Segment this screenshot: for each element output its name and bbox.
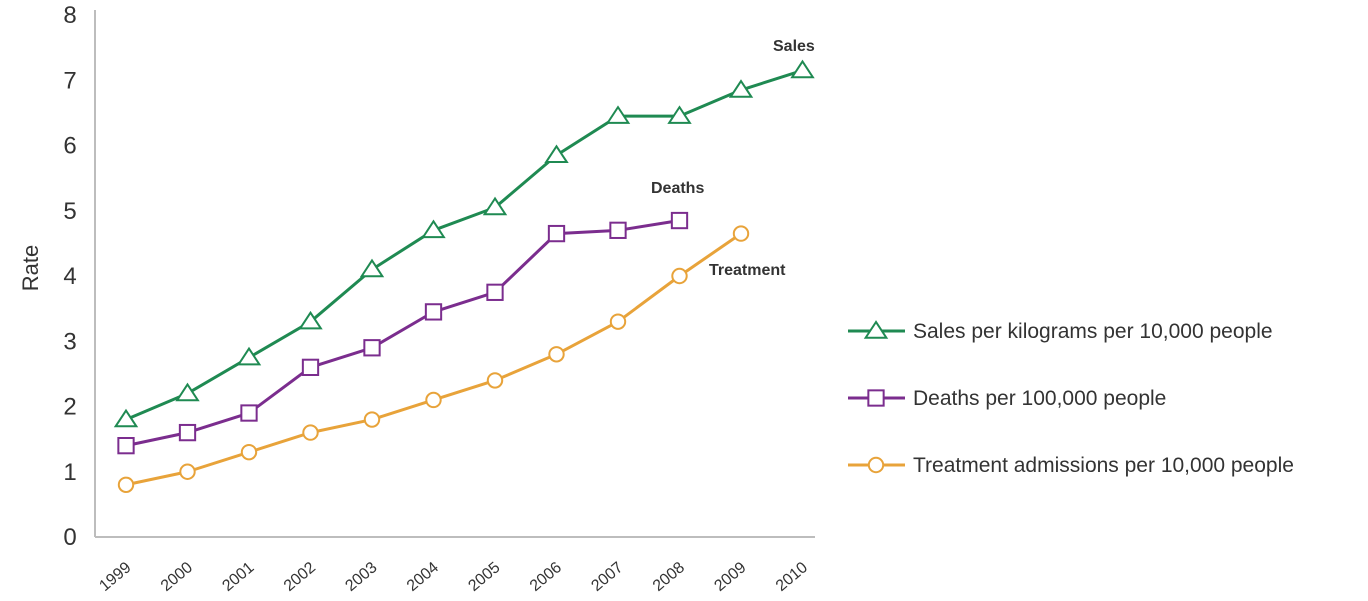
x-tick-label: 2006 bbox=[527, 559, 565, 595]
data-point-deaths-2003 bbox=[363, 339, 381, 357]
x-tick-label: 2009 bbox=[711, 559, 749, 595]
x-tick-label: 2004 bbox=[404, 559, 442, 595]
legend: Sales per kilograms per 10,000 people Dea… bbox=[848, 320, 1294, 477]
x-tick-label: 1999 bbox=[96, 559, 134, 595]
data-point-sales-2006 bbox=[544, 144, 569, 164]
data-point-deaths-2002 bbox=[301, 358, 320, 377]
y-tick-label: 4 bbox=[63, 263, 76, 290]
series-line-sales bbox=[125, 69, 803, 421]
data-point-treatment-2009 bbox=[732, 225, 750, 242]
y-tick-label: 8 bbox=[63, 2, 76, 29]
data-point-treatment-2003 bbox=[363, 411, 381, 428]
data-point-treatment-1999 bbox=[117, 476, 135, 493]
data-point-sales-1999 bbox=[113, 408, 139, 428]
data-point-treatment-2007 bbox=[609, 313, 627, 330]
data-point-sales-2001 bbox=[236, 346, 262, 366]
data-point-deaths-2001 bbox=[240, 404, 258, 422]
legend-label-sales: Sales per kilograms per 10,000 people bbox=[913, 320, 1273, 343]
axes bbox=[94, 10, 815, 538]
series-annotation-deaths: Deaths bbox=[651, 180, 704, 197]
data-point-sales-2002 bbox=[298, 310, 323, 330]
y-axis-label: Rate bbox=[18, 245, 43, 291]
y-tick-label: 6 bbox=[63, 133, 76, 160]
y-tick-label: 3 bbox=[63, 328, 76, 355]
series-lines bbox=[125, 69, 803, 487]
x-tick-label: 2007 bbox=[588, 559, 626, 595]
data-point-sales-2005 bbox=[482, 196, 508, 216]
data-point-deaths-2007 bbox=[609, 221, 627, 239]
data-point-sales-2009 bbox=[728, 79, 754, 98]
data-point-sales-2000 bbox=[175, 382, 200, 402]
x-tick-label: 2003 bbox=[342, 559, 380, 595]
series-markers bbox=[113, 59, 815, 493]
data-point-treatment-2000 bbox=[179, 463, 196, 480]
data-point-deaths-2005 bbox=[486, 283, 504, 301]
x-tick-label: 2008 bbox=[650, 559, 688, 595]
series-annotation-sales: Sales bbox=[773, 38, 815, 55]
legend-marker-deaths bbox=[867, 389, 885, 407]
legend-label-deaths: Deaths per 100,000 people bbox=[913, 387, 1166, 410]
legend-item-treatment: Treatment admissions per 10,000 people bbox=[848, 454, 1294, 477]
y-tick-label: 5 bbox=[63, 198, 76, 225]
data-point-treatment-2005 bbox=[486, 372, 504, 389]
y-tick-label: 0 bbox=[63, 524, 76, 551]
data-point-sales-2010 bbox=[790, 59, 815, 79]
series-line-deaths bbox=[125, 219, 680, 448]
data-point-treatment-2002 bbox=[302, 424, 319, 441]
series-annotations: Sales Deaths Treatment bbox=[651, 38, 815, 279]
data-point-sales-2003 bbox=[359, 258, 385, 278]
legend-marker-sales bbox=[863, 320, 889, 339]
data-point-sales-2008 bbox=[667, 105, 692, 124]
series-line-treatment bbox=[125, 232, 742, 487]
data-point-treatment-2001 bbox=[240, 443, 258, 461]
data-point-deaths-2006 bbox=[547, 224, 566, 243]
legend-label-treatment: Treatment admissions per 10,000 people bbox=[913, 454, 1294, 477]
x-tick-label: 2010 bbox=[773, 559, 811, 595]
data-point-deaths-2008 bbox=[670, 211, 689, 230]
series-annotation-treatment: Treatment bbox=[709, 262, 786, 279]
legend-marker-treatment bbox=[867, 456, 885, 474]
y-tick-labels: 0 1 2 3 4 5 6 7 8 bbox=[63, 2, 76, 551]
data-point-deaths-1999 bbox=[117, 437, 135, 455]
data-point-deaths-2004 bbox=[424, 303, 443, 321]
y-tick-label: 2 bbox=[63, 394, 76, 421]
x-tick-label: 2000 bbox=[158, 559, 196, 595]
data-point-deaths-2000 bbox=[178, 423, 197, 442]
y-tick-label: 1 bbox=[63, 459, 76, 486]
data-point-sales-2007 bbox=[605, 105, 631, 124]
x-tick-label: 2001 bbox=[219, 559, 257, 595]
y-tick-label: 7 bbox=[63, 67, 76, 94]
data-point-sales-2004 bbox=[421, 219, 446, 239]
x-tick-label: 2005 bbox=[465, 559, 503, 595]
data-point-treatment-2008 bbox=[671, 267, 688, 285]
x-tick-labels: 1999 2000 2001 2002 2003 2004 2005 2006 2007 2008… bbox=[96, 559, 811, 595]
legend-item-sales: Sales per kilograms per 10,000 people bbox=[848, 320, 1273, 343]
x-tick-label: 2002 bbox=[281, 559, 319, 595]
legend-item-deaths: Deaths per 100,000 people bbox=[848, 387, 1166, 410]
data-point-treatment-2004 bbox=[425, 391, 442, 409]
data-point-treatment-2006 bbox=[548, 346, 565, 363]
